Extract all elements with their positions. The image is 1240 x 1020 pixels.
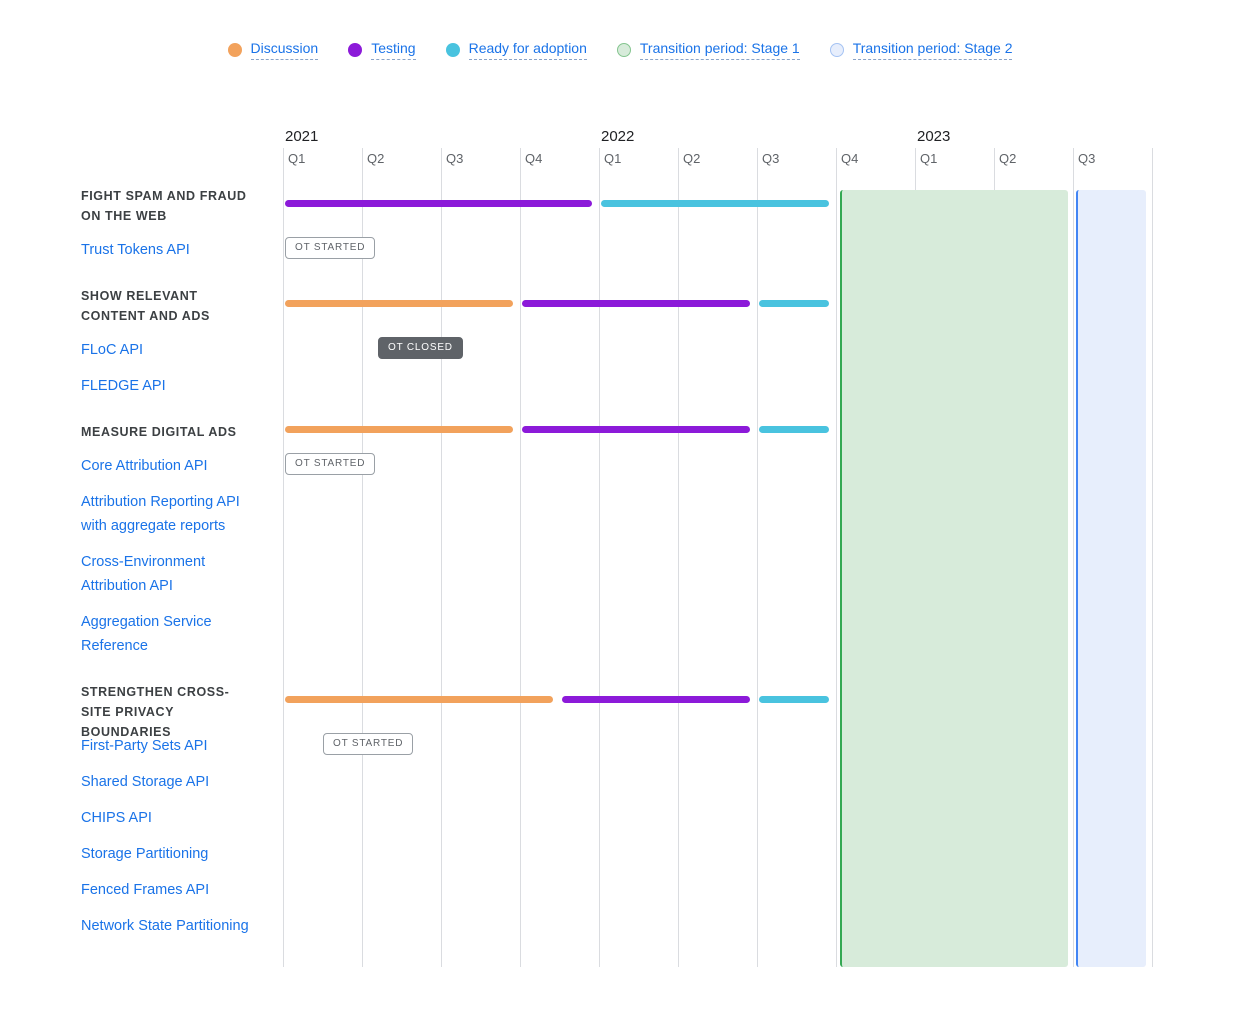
track-fight-spam-and-fraud [0, 200, 1240, 207]
bar-ready-for-adoption [759, 696, 829, 703]
legend: Discussion Testing Ready for adoption Tr… [0, 40, 1240, 60]
quarter-label: Q1 [604, 151, 622, 166]
grid-line [283, 148, 284, 967]
quarter-label: Q3 [762, 151, 780, 166]
badge-ot-started-trust-tokens: OT STARTED [285, 237, 376, 259]
bar-discussion [285, 300, 513, 307]
bar-testing [285, 200, 592, 207]
legend-item-transition-stage-2: Transition period: Stage 2 [829, 40, 1013, 60]
grid-line [678, 148, 679, 967]
grid-line [599, 148, 600, 967]
grid-line [1073, 148, 1074, 967]
grid-line [757, 148, 758, 967]
bar-ready-for-adoption [601, 200, 829, 207]
group-heading-strengthen-boundaries: STRENGTHEN CROSS-SITE PRIVACY BOUNDARIES [81, 685, 230, 739]
quarter-label: Q3 [1078, 151, 1096, 166]
badge-ot-started-first-party-sets: OT STARTED [323, 733, 414, 755]
legend-label-discussion[interactable]: Discussion [250, 40, 319, 60]
legend-item-discussion: Discussion [227, 40, 319, 60]
transition-region-stage-2 [1076, 190, 1146, 967]
link-first-party-sets-api[interactable]: First-Party Sets API [81, 738, 208, 754]
testing-swatch-icon [348, 43, 363, 57]
bar-testing [522, 426, 750, 433]
legend-item-testing: Testing [348, 40, 416, 60]
track-show-relevant-content [0, 300, 1240, 307]
group-heading-show-relevant-content: SHOW RELEVANT CONTENT AND ADS [81, 289, 210, 323]
legend-item-transition-stage-1: Transition period: Stage 1 [616, 40, 800, 60]
grid-line [836, 148, 837, 967]
badge-ot-started-core-attribution: OT STARTED [285, 453, 376, 475]
grid-line [520, 148, 521, 967]
link-cross-environment-attribution-api[interactable]: Cross-Environment Attribution API [81, 554, 206, 594]
quarter-label: Q3 [446, 151, 464, 166]
track-strengthen-boundaries [0, 696, 1240, 703]
bar-ready-for-adoption [759, 300, 829, 307]
bar-discussion [285, 426, 513, 433]
link-aggregation-service-reference[interactable]: Aggregation Service Reference [81, 614, 212, 654]
link-floc-api[interactable]: FLoC API [81, 342, 144, 358]
link-fenced-frames-api[interactable]: Fenced Frames API [81, 882, 210, 898]
transition-stage-2-swatch-icon [829, 43, 844, 57]
quarter-label: Q1 [288, 151, 306, 166]
grid-line [362, 148, 363, 967]
link-storage-partitioning[interactable]: Storage Partitioning [81, 846, 209, 862]
link-attribution-reporting-api[interactable]: Attribution Reporting API with aggregate… [81, 494, 240, 534]
group-heading-fight-spam: FIGHT SPAM AND FRAUD ON THE WEB [81, 189, 247, 223]
grid-line [1152, 148, 1153, 967]
link-fledge-api[interactable]: FLEDGE API [81, 378, 166, 394]
bar-testing [522, 300, 750, 307]
year-label: 2023 [917, 128, 951, 145]
track-measure-digital-ads [0, 426, 1240, 433]
legend-label-ready-for-adoption[interactable]: Ready for adoption [468, 40, 587, 60]
legend-item-ready-for-adoption: Ready for adoption [445, 40, 587, 60]
legend-label-testing[interactable]: Testing [371, 40, 416, 60]
bar-discussion [285, 696, 553, 703]
year-label: 2022 [601, 128, 635, 145]
link-trust-tokens-api[interactable]: Trust Tokens API [81, 242, 190, 258]
quarter-label: Q2 [367, 151, 385, 166]
legend-label-transition-stage-1[interactable]: Transition period: Stage 1 [639, 40, 800, 60]
badge-ot-closed-floc: OT CLOSED [378, 337, 463, 359]
ready-for-adoption-swatch-icon [445, 43, 460, 57]
transition-stage-1-swatch-icon [616, 43, 631, 57]
transition-region-stage-1 [839, 190, 1069, 967]
discussion-swatch-icon [227, 43, 242, 57]
bar-testing [561, 696, 750, 703]
year-label: 2021 [285, 128, 319, 145]
quarter-label: Q2 [999, 151, 1017, 166]
link-chips-api[interactable]: CHIPS API [81, 810, 152, 826]
quarter-label: Q4 [525, 151, 543, 166]
link-network-state-partitioning[interactable]: Network State Partitioning [81, 918, 249, 934]
legend-label-transition-stage-2[interactable]: Transition period: Stage 2 [852, 40, 1013, 60]
quarter-label: Q1 [920, 151, 938, 166]
grid-line [441, 148, 442, 967]
group-heading-measure-digital-ads: MEASURE DIGITAL ADS [81, 425, 237, 439]
link-core-attribution-api[interactable]: Core Attribution API [81, 458, 208, 474]
link-shared-storage-api[interactable]: Shared Storage API [81, 774, 210, 790]
quarter-label: Q2 [683, 151, 701, 166]
bar-ready-for-adoption [759, 426, 829, 433]
quarter-label: Q4 [841, 151, 859, 166]
